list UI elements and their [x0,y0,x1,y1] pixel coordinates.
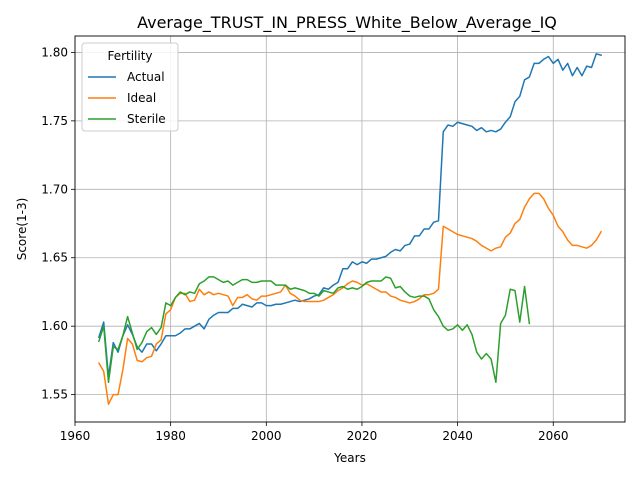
legend-label-ideal: Ideal [127,91,156,105]
legend-title: Fertility [107,49,152,63]
legend-label-actual: Actual [127,70,165,84]
grid-lines [74,36,625,422]
x-axis-label: Years [333,451,366,465]
y-tick-label: 1.75 [41,114,68,128]
legend-label-sterile: Sterile [127,112,166,126]
x-tick-label: 2000 [251,429,282,443]
legend-entries: Actual Ideal Sterile [88,70,166,126]
x-tick-label: 1960 [60,429,91,443]
chart-title: Average_TRUST_IN_PRESS_White_Below_Avera… [137,13,557,33]
y-tick-label: 1.65 [41,251,68,265]
x-tick-label: 2040 [442,429,473,443]
x-axis-ticks: 1960 1980 2000 2020 2040 2060 [60,422,569,443]
y-tick-label: 1.55 [41,388,68,402]
series-line-actual [97,53,603,378]
x-tick-label: 2020 [347,429,378,443]
series-lines [97,53,603,405]
x-tick-label: 2060 [538,429,569,443]
legend: Fertility Actual Ideal Sterile [81,42,179,132]
y-axis-label: Score(1-3) [15,198,29,261]
y-tick-label: 1.60 [41,319,68,333]
plot-frame [74,35,626,423]
x-tick-label: 1980 [155,429,186,443]
legend-box [81,42,179,132]
y-tick-label: 1.70 [41,182,68,196]
series-line-sterile [97,276,531,384]
y-axis-ticks: 1.55 1.60 1.65 1.70 1.75 1.80 [41,45,75,402]
y-tick-label: 1.80 [41,45,68,59]
